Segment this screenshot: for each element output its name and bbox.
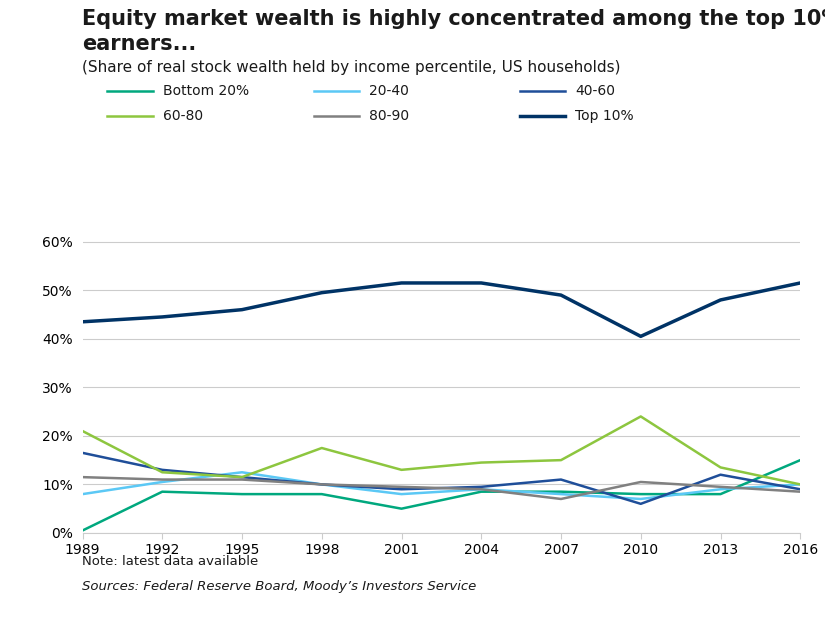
Text: Top 10%: Top 10% <box>575 109 634 123</box>
Text: 40-60: 40-60 <box>575 84 615 98</box>
Text: Equity market wealth is highly concentrated among the top 10% of: Equity market wealth is highly concentra… <box>82 9 825 29</box>
Text: 60-80: 60-80 <box>163 109 203 123</box>
Text: (Share of real stock wealth held by income percentile, US households): (Share of real stock wealth held by inco… <box>82 60 621 75</box>
Text: 80-90: 80-90 <box>369 109 409 123</box>
Text: 20-40: 20-40 <box>369 84 408 98</box>
Text: Sources: Federal Reserve Board, Moody’s Investors Service: Sources: Federal Reserve Board, Moody’s … <box>82 580 477 593</box>
Text: earners...: earners... <box>82 34 196 55</box>
Text: Bottom 20%: Bottom 20% <box>163 84 248 98</box>
Text: Note: latest data available: Note: latest data available <box>82 555 259 568</box>
